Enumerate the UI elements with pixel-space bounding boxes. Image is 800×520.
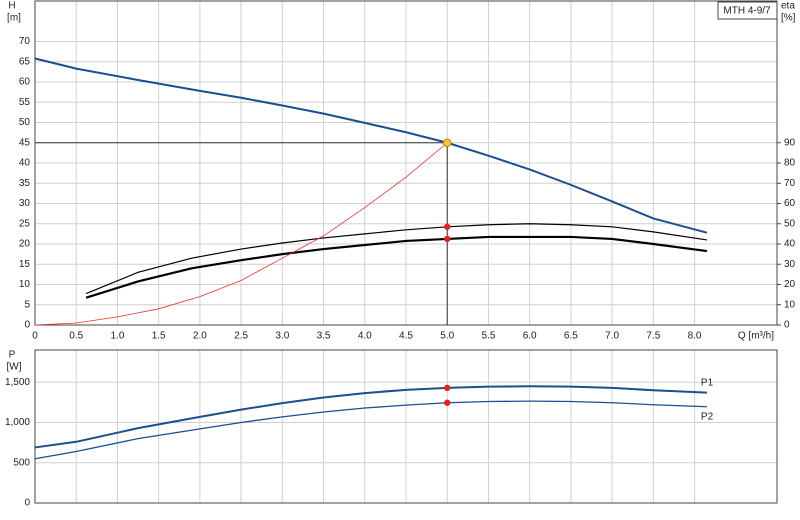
y-axis-unit: [W] <box>7 362 22 373</box>
y-tick-label: 10 <box>19 279 31 290</box>
y-tick-label: 50 <box>19 117 31 128</box>
x-tick-label: 2.5 <box>234 331 248 342</box>
x-tick-label: 3.0 <box>275 331 289 342</box>
y2-axis-unit: [%] <box>781 13 796 24</box>
x-tick-label: 1.0 <box>110 331 124 342</box>
y-tick-label: 5 <box>24 299 30 310</box>
x-tick-label: 0.5 <box>69 331 83 342</box>
y2-tick-label: 70 <box>784 178 796 189</box>
y-tick-label: 0 <box>24 320 30 331</box>
y2-tick-label: 0 <box>784 320 790 331</box>
y2-tick-label: 40 <box>784 239 796 250</box>
plot-frame <box>34 349 778 504</box>
y-tick-label: 65 <box>19 56 31 67</box>
y-tick-label: 55 <box>19 97 31 108</box>
y2-tick-label: 30 <box>784 259 796 270</box>
x-tick-label: 0 <box>32 331 38 342</box>
y2-axis-label: eta <box>781 1 795 12</box>
series-label: P2 <box>701 411 714 422</box>
operating-point <box>442 138 452 148</box>
y-tick-label: 45 <box>19 137 31 148</box>
y2-tick-label: 90 <box>784 137 796 148</box>
operating-dot <box>444 399 451 406</box>
y2-tick-label: 80 <box>784 158 796 169</box>
y2-tick-label: 50 <box>784 218 796 229</box>
operating-dot <box>444 384 451 392</box>
series-line <box>34 385 707 449</box>
y-tick-label: 20 <box>19 239 31 250</box>
x-tick-label: 5.5 <box>481 331 495 342</box>
title-box <box>717 1 778 20</box>
x-tick-label: 1.5 <box>152 331 166 342</box>
series-line <box>34 142 448 326</box>
y-tick-label: 0 <box>24 498 30 509</box>
y2-tick-label: 60 <box>784 198 796 209</box>
x-tick-label: 4.0 <box>358 331 372 342</box>
y2-tick-label: 10 <box>784 299 796 310</box>
x-tick-label: 7.0 <box>605 331 619 342</box>
series-line <box>85 235 708 299</box>
y-axis-label: H <box>8 1 15 12</box>
y-tick-label: 70 <box>19 36 31 47</box>
series-line <box>34 57 708 234</box>
y-tick-label: 25 <box>19 218 31 229</box>
x-tick-label: 6.0 <box>523 331 537 342</box>
y-tick-label: 40 <box>19 158 31 169</box>
x-tick-label: 5.0 <box>440 331 454 342</box>
series-label: P1 <box>701 377 714 388</box>
x-tick-label: 4.5 <box>399 331 413 342</box>
x-tick-label: 8.0 <box>688 331 702 342</box>
y-tick-label: 30 <box>19 198 31 209</box>
y-tick-label: 35 <box>19 178 31 189</box>
y2-tick-label: 20 <box>784 279 796 290</box>
series-line <box>34 400 707 460</box>
y-tick-label: 1,000 <box>5 417 30 428</box>
y-axis-label: P <box>9 350 16 361</box>
x-tick-label: 2.0 <box>193 331 207 342</box>
chart-title: MTH 4-9/7 <box>723 6 771 17</box>
x-axis-label: Q [m³/h] <box>738 331 774 342</box>
x-tick-label: 6.5 <box>564 331 578 342</box>
y-tick-label: 60 <box>19 77 31 88</box>
operating-dot <box>444 223 451 230</box>
y-axis-unit: [m] <box>7 13 21 24</box>
operating-dot <box>444 235 451 243</box>
plot-frame <box>34 0 778 326</box>
series-line <box>85 223 708 295</box>
x-tick-label: 7.5 <box>646 331 660 342</box>
y-tick-label: 1,500 <box>5 377 30 388</box>
y-tick-label: 15 <box>19 259 31 270</box>
y-tick-label: 500 <box>13 457 30 468</box>
x-tick-label: 3.5 <box>317 331 331 342</box>
